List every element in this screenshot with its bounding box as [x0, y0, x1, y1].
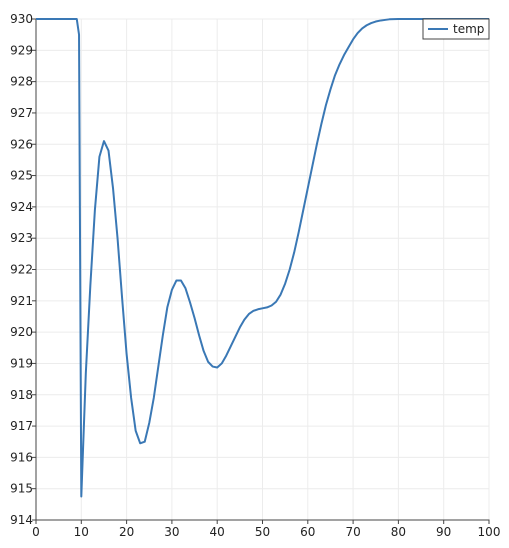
y-tick-label: 923: [10, 231, 33, 245]
y-tick-label: 929: [10, 43, 33, 57]
x-tick-label: 40: [210, 525, 225, 539]
axes: [32, 18, 490, 524]
series-layer: [36, 18, 489, 498]
legend: temp: [422, 18, 490, 40]
x-tick-label: 60: [300, 525, 315, 539]
y-tick-label: 925: [10, 169, 33, 183]
y-tick-label: 926: [10, 137, 33, 151]
x-tick-label: 70: [345, 525, 360, 539]
x-tick-label: 100: [478, 525, 501, 539]
tick-labels: 0 10 20 30 40 50 60 70 80 90 100 914 915 916 917 918 919…: [10, 12, 500, 539]
y-tick-label: 930: [10, 12, 33, 26]
x-tick-label: 20: [119, 525, 134, 539]
legend-label: temp: [453, 22, 484, 36]
y-tick-label: 919: [10, 356, 33, 370]
x-tick-label: 30: [164, 525, 179, 539]
y-tick-label: 915: [10, 482, 33, 496]
y-tick-label: 918: [10, 388, 33, 402]
series-line-temp: [36, 18, 489, 498]
y-tick-label: 914: [10, 513, 33, 527]
y-tick-label: 927: [10, 106, 33, 120]
legend-box: [422, 18, 490, 40]
y-tick-label: 922: [10, 263, 33, 277]
x-tick-label: 10: [74, 525, 89, 539]
x-tick-label: 80: [391, 525, 406, 539]
y-tick-label: 920: [10, 325, 33, 339]
y-tick-label: 917: [10, 419, 33, 433]
x-tick-label: 90: [436, 525, 451, 539]
y-tick-label: 921: [10, 294, 33, 308]
y-tick-label: 928: [10, 75, 33, 89]
x-tick-label: 50: [255, 525, 270, 539]
y-tick-label: 916: [10, 450, 33, 464]
y-tick-label: 924: [10, 200, 33, 214]
grid: [35, 18, 490, 521]
x-tick-label: 0: [32, 525, 40, 539]
